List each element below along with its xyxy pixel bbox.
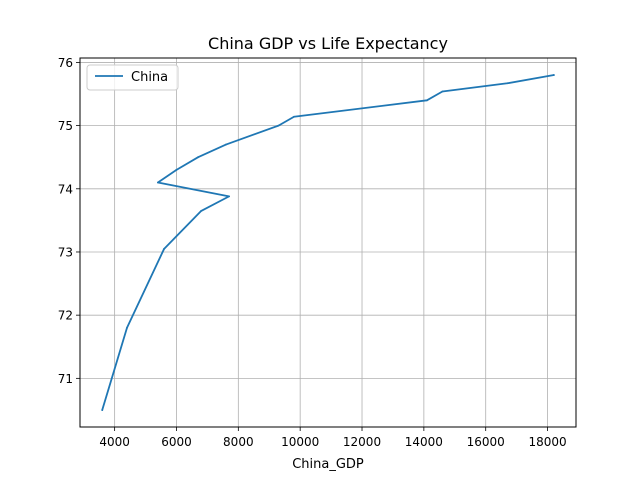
y-tick-label: 73 (58, 245, 73, 259)
data-point (228, 195, 230, 198)
x-tick-label: 12000 (343, 435, 381, 449)
x-tick-label: 18000 (528, 435, 566, 449)
data-point (101, 409, 104, 411)
x-tick-label: 8000 (223, 435, 254, 449)
data-point (157, 181, 159, 184)
data-point (293, 115, 295, 118)
data-point (200, 210, 203, 212)
x-tick-label: 4000 (99, 435, 130, 449)
y-tick-label: 76 (58, 56, 73, 70)
x-tick-label: 14000 (405, 435, 443, 449)
legend-label-china: China (131, 70, 168, 85)
data-point (175, 168, 178, 171)
series-layer (101, 74, 555, 412)
data-point (441, 90, 444, 93)
data-point (552, 74, 555, 76)
x-axis-label: China_GDP (292, 457, 364, 472)
data-point (126, 326, 128, 329)
x-tick-label: 10000 (281, 435, 319, 449)
data-point (163, 247, 166, 250)
data-point (506, 82, 509, 85)
chart-title: China GDP vs Life Expectancy (208, 34, 448, 53)
y-tick-label: 74 (58, 182, 73, 196)
legend: China (86, 64, 179, 91)
data-point (277, 124, 280, 127)
axis-ticks: 4000 6000 8000 10000 12000 14000 16000 18000 71 7… (58, 56, 567, 449)
data-point (225, 143, 227, 146)
y-tick-label: 72 (58, 309, 73, 323)
x-tick-label: 6000 (161, 435, 192, 449)
data-point (426, 99, 428, 102)
plot-frame (79, 57, 577, 428)
y-tick-label: 75 (58, 119, 73, 133)
data-point (197, 156, 200, 159)
x-tick-label: 16000 (467, 435, 505, 449)
y-tick-label: 71 (58, 372, 73, 386)
legend-box (86, 64, 179, 91)
